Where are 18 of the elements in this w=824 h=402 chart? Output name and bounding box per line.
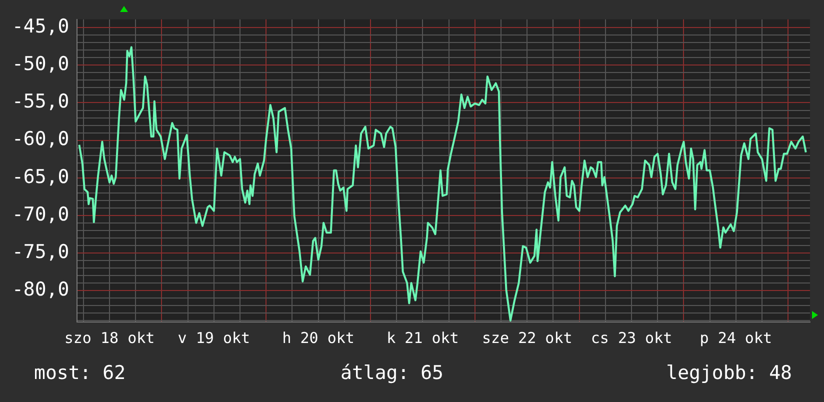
y-tick-label: -75,0 [12, 240, 70, 263]
text: legjobb: 48 [666, 362, 792, 384]
y-tick-label: -50,0 [12, 53, 70, 76]
y-tick-label: -60,0 [12, 128, 70, 150]
x-tick-label: sze 22 okt [482, 328, 572, 347]
x-tick-label: v 19 okt [178, 328, 250, 347]
x-tick-label: p 24 okt [700, 328, 772, 347]
y-tick-label: -45,0 [12, 16, 70, 38]
y-tick-label: -65,0 [12, 166, 70, 188]
y-tick-label: -55,0 [12, 90, 70, 113]
y-tick-label: -70,0 [12, 203, 70, 226]
y-tick-label: -80,0 [12, 278, 70, 300]
x-tick-label: szo 18 okt [64, 328, 155, 347]
x-tick-label: k 21 okt [386, 328, 459, 347]
x-tick-label: h 20 okt [282, 328, 354, 347]
x-tick-label: cs 23 okt [590, 328, 672, 347]
text: most: 62 [34, 362, 126, 384]
text: átlag: 65 [340, 362, 444, 384]
